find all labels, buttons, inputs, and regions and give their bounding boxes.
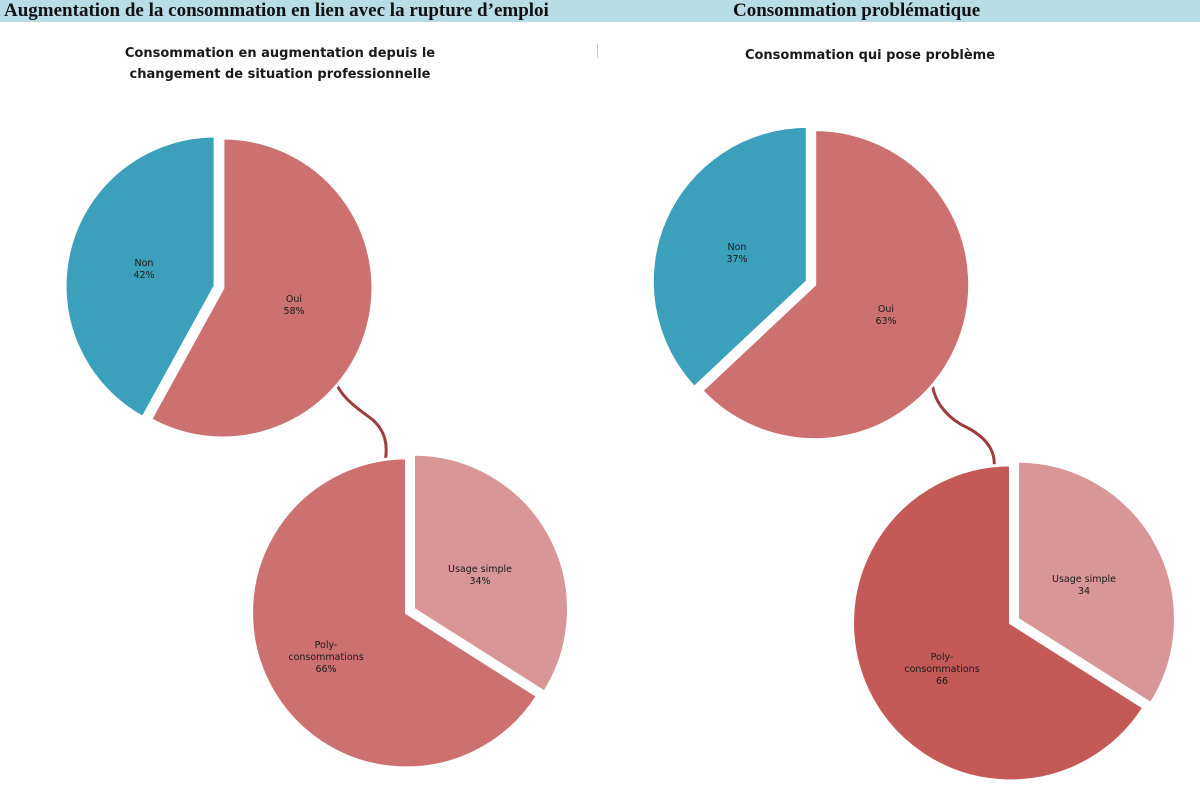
pie-right-bottom-label-poly: Poly-consommations 66 bbox=[904, 652, 979, 687]
pie-right-top-slice-oui bbox=[699, 128, 972, 442]
pie-right-bottom-label-usage-simple: Usage simple 34 bbox=[1052, 574, 1116, 597]
pie-left-top-label-non: Non 42% bbox=[133, 258, 154, 281]
chart-title-left-line-2: changement de situation professionnelle bbox=[129, 67, 431, 82]
pie-left-top-slice-non bbox=[63, 134, 217, 420]
pie-left-bottom-slice-usage-simple bbox=[412, 452, 570, 695]
pie-left-bottom: Usage simple 34% Poly-consommations 66% bbox=[250, 452, 570, 770]
chart-title-right-line-1: Consommation qui pose problème bbox=[744, 48, 996, 63]
pie-left-top: Oui 58% Non 42% bbox=[63, 134, 375, 440]
pie-left-bottom-slice-poly bbox=[250, 456, 540, 770]
pie-right-bottom-slice-poly bbox=[851, 463, 1146, 783]
connector-right bbox=[930, 380, 996, 472]
header-banner bbox=[0, 0, 1200, 22]
pie-left-bottom-label-poly: Poly-consommations 66% bbox=[288, 640, 363, 675]
pie-right-top-label-oui: Oui 63% bbox=[875, 304, 896, 327]
chart-title-left-line-1: Consommation en augmentation depuis le bbox=[124, 46, 436, 61]
pie-left-bottom-label-usage-simple: Usage simple 34% bbox=[448, 564, 512, 587]
pie-right-top: Oui 63% Non 37% bbox=[650, 124, 972, 442]
pie-right-bottom-slice-usage-simple bbox=[1016, 459, 1177, 706]
chart-title-left: Consommation en augmentation depuis le c… bbox=[60, 43, 500, 85]
connector-left bbox=[332, 376, 388, 464]
right-section-title: Consommation problématique bbox=[733, 0, 981, 21]
pie-right-top-label-non: Non 37% bbox=[726, 242, 747, 265]
separator-mark bbox=[597, 44, 598, 58]
pie-right-bottom: Usage simple 34 Poly-consommations 66 bbox=[851, 459, 1177, 783]
chart-title-right: Consommation qui pose problème bbox=[660, 45, 1080, 66]
pie-left-top-label-oui: Oui 58% bbox=[283, 294, 304, 317]
pie-left-top-slice-oui bbox=[148, 136, 375, 440]
pie-right-top-slice-non bbox=[650, 124, 809, 390]
left-section-title: Augmentation de la consommation en lien … bbox=[4, 0, 549, 21]
